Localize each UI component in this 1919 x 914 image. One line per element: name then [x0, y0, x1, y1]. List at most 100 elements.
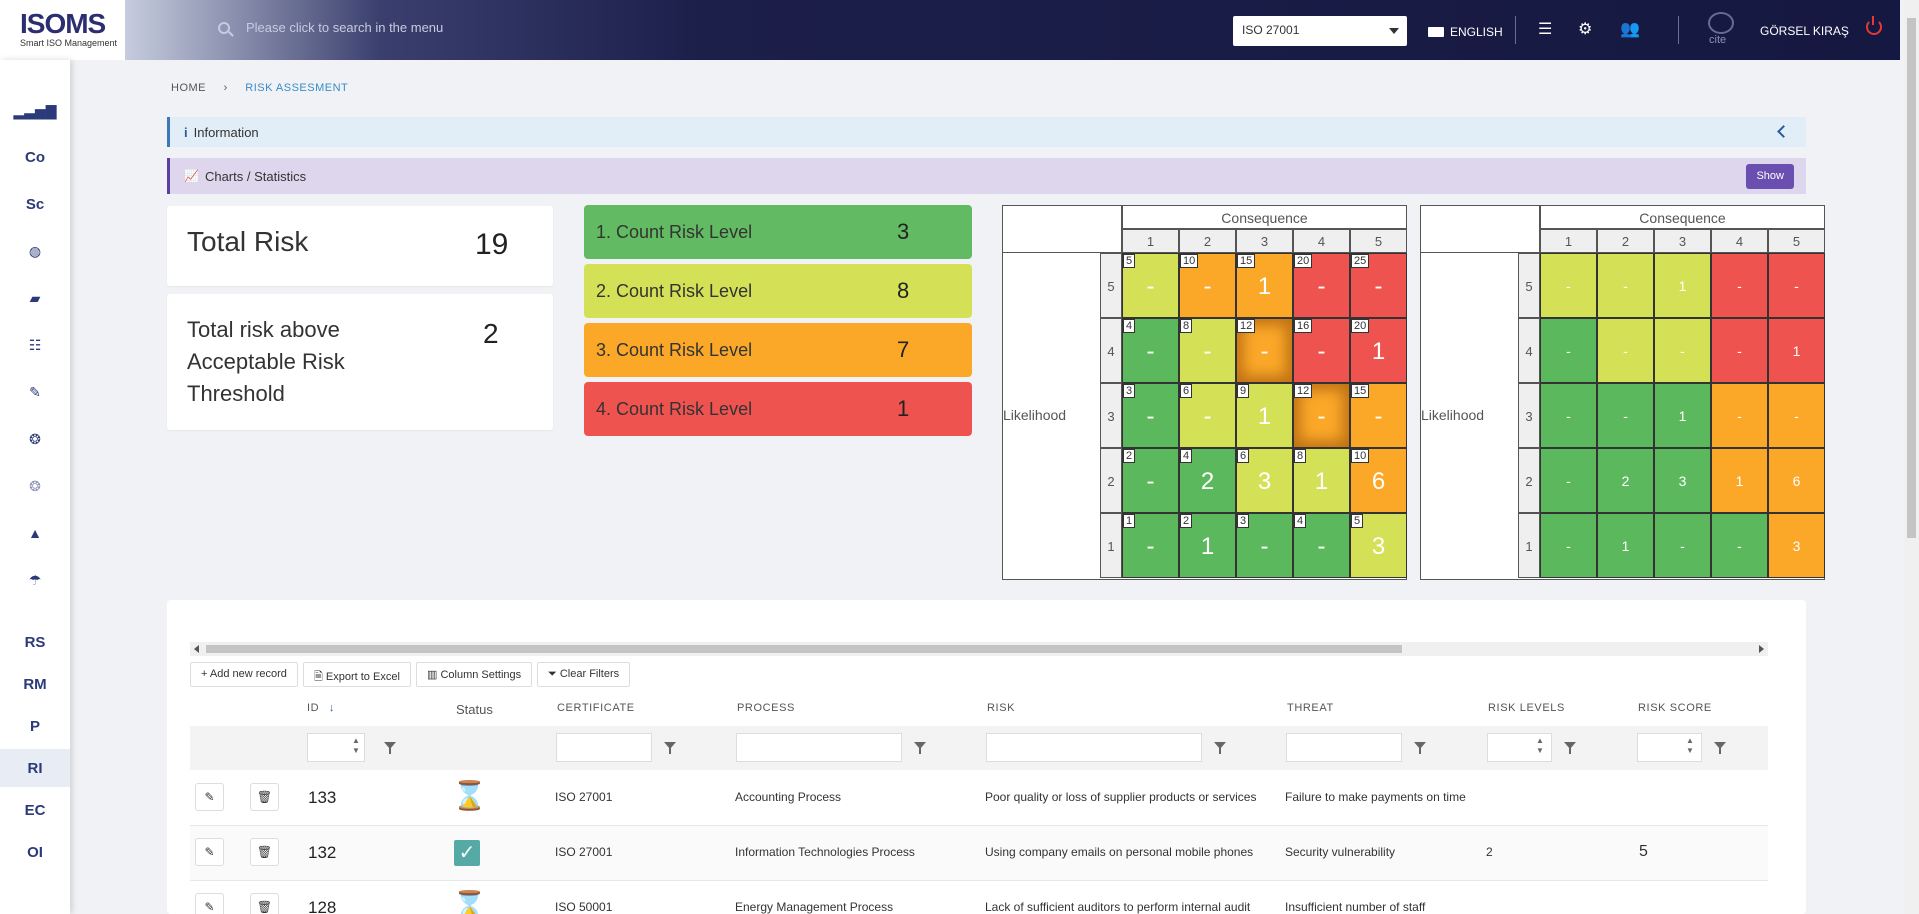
arrow-left-icon[interactable] [194, 645, 199, 653]
sidebar-item-hands[interactable]: ❂ [0, 420, 70, 458]
spinner-icon[interactable]: ▲ ▼ [1536, 736, 1544, 755]
wrench-icon: ✎ [29, 383, 41, 400]
vertical-scrollbar[interactable] [1904, 0, 1919, 914]
matrix-cell: - [1540, 253, 1597, 318]
header-id[interactable]: ID ↓ [307, 702, 335, 714]
matrix-cell-score: 8 [1294, 449, 1307, 463]
cell-certificate: ISO 27001 [555, 790, 613, 804]
header-risk-levels[interactable]: RISK LEVELS [1488, 702, 1565, 714]
label-line: Total risk above [187, 317, 340, 342]
language-label: ENGLISH [1450, 25, 1503, 39]
sidebar-item-tools[interactable]: ✎ [0, 373, 70, 411]
filter-icon[interactable] [1214, 742, 1226, 754]
filter-icon[interactable] [384, 742, 396, 754]
sidebar-item-folder[interactable]: ▰ [0, 279, 70, 317]
above-threshold-value: 2 [483, 318, 499, 349]
user-name[interactable]: GÖRSEL KIRAŞ [1760, 24, 1849, 38]
show-button[interactable]: Show [1746, 164, 1794, 189]
header-threat[interactable]: THREAT [1287, 702, 1334, 714]
delete-button[interactable]: 🗑 [250, 838, 279, 866]
sidebar-item-ri[interactable]: RI [0, 749, 70, 787]
header-risk[interactable]: RISK [987, 702, 1016, 714]
spinner-icon[interactable]: ▲ ▼ [352, 736, 360, 755]
spinner-icon[interactable]: ▲ ▼ [1686, 736, 1694, 755]
filter-icon[interactable] [914, 742, 926, 754]
information-panel[interactable]: i Information [167, 117, 1806, 147]
sidebar-item-rm[interactable]: RM [0, 665, 70, 703]
logo[interactable]: ISOMS Smart ISO Management [0, 0, 125, 60]
sidebar-item-globe[interactable]: ◍ [0, 232, 70, 270]
standard-select-value: ISO 27001 [1242, 23, 1300, 37]
matrix-cell: 3 [1654, 448, 1711, 513]
sidebar-item-umbrella[interactable]: ☂ [0, 561, 70, 599]
delete-button[interactable]: 🗑 [250, 783, 279, 811]
sidebar-item-shapes[interactable]: ▲ [0, 514, 70, 552]
matrix-cell-score: 20 [1294, 254, 1313, 268]
sidebar-item-ec[interactable]: EC [0, 791, 70, 829]
table-row[interactable]: ✎ 🗑 128 ⌛ ISO 50001 Energy Management Process… [190, 881, 1768, 914]
task-list-icon[interactable]: ☰ [1538, 21, 1553, 38]
risk-score-filter-input[interactable] [1637, 733, 1702, 762]
total-risk-card: Total Risk 19 [167, 206, 553, 286]
matrix-cell-value: - [1737, 343, 1742, 359]
users-icon[interactable]: 👥 [1620, 21, 1640, 38]
matrix-cell-value: 1 [1371, 338, 1386, 365]
matrix-row-header: 3 [1100, 383, 1122, 448]
sidebar-item-rs[interactable]: RS [0, 623, 70, 661]
sidebar-item-label: RS [24, 633, 46, 651]
risk-levels-filter-input[interactable] [1487, 733, 1552, 762]
matrix-cell: -15 [1350, 383, 1407, 448]
certificate-filter-input[interactable] [556, 733, 652, 762]
clear-filters-button[interactable]: ⏷ Clear Filters [537, 662, 631, 687]
edit-button[interactable]: ✎ [195, 783, 224, 811]
breadcrumb-home[interactable]: HOME [171, 82, 206, 94]
scrollbar-thumb[interactable] [206, 645, 1402, 653]
sidebar-item-co[interactable]: Co [0, 138, 70, 176]
divider [1678, 16, 1679, 44]
horizontal-scrollbar[interactable] [190, 642, 1768, 656]
gear-icon[interactable]: ⚙ [1578, 21, 1593, 38]
id-filter-input[interactable] [307, 733, 365, 762]
matrix-cell: -25 [1350, 253, 1407, 318]
risk-filter-input[interactable] [986, 733, 1202, 762]
sidebar-item-dashboard[interactable]: ▂▃▅▇ [0, 92, 70, 130]
filter-icon[interactable] [1564, 742, 1576, 754]
filter-icon[interactable] [1714, 742, 1726, 754]
delete-button[interactable]: 🗑 [250, 893, 279, 914]
edit-button[interactable]: ✎ [195, 838, 224, 866]
sidebar-item-sc[interactable]: Sc [0, 185, 70, 223]
matrix-cell: 6 [1768, 448, 1825, 513]
process-filter-input[interactable] [736, 733, 902, 762]
header-certificate[interactable]: CERTIFICATE [557, 702, 635, 714]
filter-icon[interactable] [664, 742, 676, 754]
export-excel-button[interactable]: 🗎 Export to Excel [303, 662, 411, 687]
header-risk-score[interactable]: RISK SCORE [1638, 702, 1712, 714]
sidebar-item-oi[interactable]: OI [0, 833, 70, 871]
header-status[interactable]: Status [456, 702, 493, 717]
avatar[interactable] [1708, 12, 1734, 34]
chevron-left-icon[interactable] [1777, 125, 1790, 138]
threat-filter-input[interactable] [1286, 733, 1402, 762]
matrix-cell: -12 [1293, 383, 1350, 448]
scrollbar-thumb[interactable] [1907, 18, 1916, 538]
risk-level-label: 1. Count Risk Level [596, 221, 753, 242]
column-settings-button[interactable]: ▥ Column Settings [416, 662, 533, 687]
edit-button[interactable]: ✎ [195, 893, 224, 914]
sidebar-item-tasks[interactable]: ☷ [0, 326, 70, 364]
language-button[interactable]: ENGLISH [1428, 25, 1503, 39]
table-row[interactable]: ✎ 🗑 132 ✓ ISO 27001 Information Technologies … [190, 826, 1768, 881]
add-record-button[interactable]: + Add new record [190, 662, 298, 687]
arrow-right-icon[interactable] [1759, 645, 1764, 653]
header-process[interactable]: PROCESS [737, 702, 795, 714]
filter-icon[interactable] [1414, 742, 1426, 754]
power-icon[interactable] [1866, 16, 1882, 35]
matrix-cell-value: - [1566, 343, 1571, 359]
cell-id: 133 [308, 788, 337, 807]
matrix-cell-value: - [1623, 343, 1628, 359]
table-row[interactable]: ✎ 🗑 133 ⌛ ISO 27001 Accounting Process Poor qu… [190, 771, 1768, 826]
matrix-row-header: 2 [1518, 448, 1540, 513]
sidebar-item-hands-light[interactable]: ❂ [0, 467, 70, 505]
sidebar-item-p[interactable]: P [0, 707, 70, 745]
standard-select[interactable]: ISO 27001 [1233, 16, 1407, 46]
menu-search[interactable]: Please click to search in the menu [218, 20, 443, 35]
